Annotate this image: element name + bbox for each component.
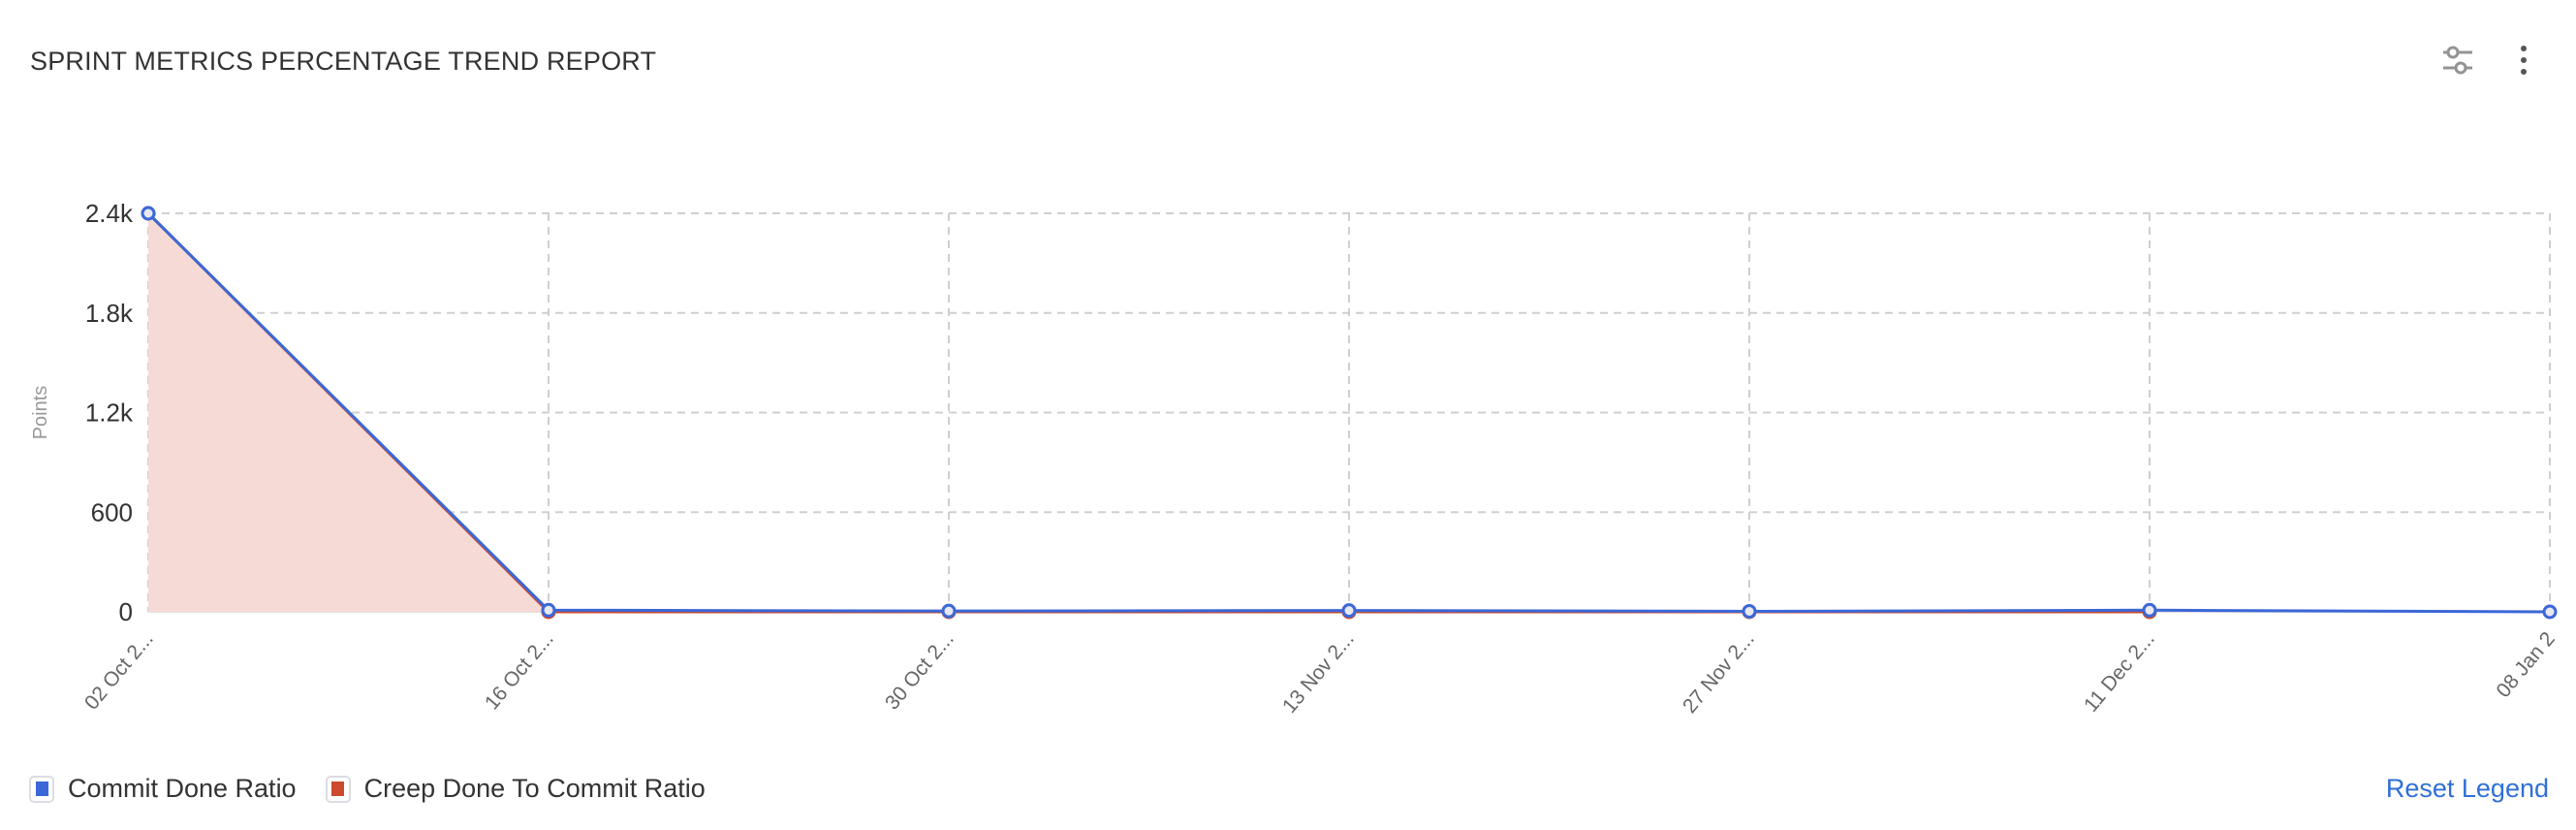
data-point [2142, 602, 2157, 618]
data-point [2542, 604, 2558, 620]
sliders-icon [2443, 46, 2472, 75]
legend-checkbox[interactable] [325, 775, 351, 803]
legend-checkbox[interactable] [29, 775, 54, 803]
more-options-button[interactable] [2504, 39, 2547, 81]
more-vertical-icon [2521, 46, 2527, 75]
page-title: SPRINT METRICS PERCENTAGE TREND REPORT [30, 47, 657, 76]
x-tick-label: 30 Oct 2... [881, 627, 958, 714]
data-point [1341, 603, 1357, 619]
y-tick-label: 1.2k [85, 399, 134, 428]
legend: Commit Done Ratio Creep Done To Commit R… [29, 774, 706, 804]
y-tick-label: 1.8k [85, 299, 134, 328]
x-tick-label: 27 Nov 2... [1679, 627, 1759, 718]
y-tick-label: 2.4k [85, 199, 134, 228]
legend-label: Commit Done Ratio [68, 774, 297, 803]
legend-label: Creep Done To Commit Ratio [363, 774, 706, 803]
data-point [1742, 603, 1757, 619]
y-axis-label: Points [30, 386, 51, 440]
legend-item-creep-done-to-commit-ratio[interactable]: Creep Done To Commit Ratio [325, 774, 706, 804]
line-chart: 0 600 1.2k 1.8k 2.4k 02 Oct 2... 16 Oct 2... 30… [30, 199, 2560, 718]
x-tick-label: 16 Oct 2... [481, 627, 558, 714]
x-tick-label: 13 Nov 2... [1278, 627, 1359, 718]
reset-legend-link[interactable]: Reset Legend [2385, 774, 2549, 803]
x-tick-label: 08 Jan 2 [2492, 627, 2559, 702]
x-tick-label: 11 Dec 2... [2080, 627, 2159, 716]
legend-item-commit-done-ratio[interactable]: Commit Done Ratio [29, 774, 297, 804]
series-area-1 [148, 213, 2150, 612]
data-point [541, 602, 556, 618]
y-tick-label: 0 [119, 597, 133, 626]
data-point [141, 206, 156, 221]
data-point [941, 603, 957, 619]
y-tick-label: 600 [91, 497, 133, 527]
x-tick-label: 02 Oct 2... [80, 627, 158, 714]
filter-settings-button[interactable] [2437, 39, 2480, 81]
